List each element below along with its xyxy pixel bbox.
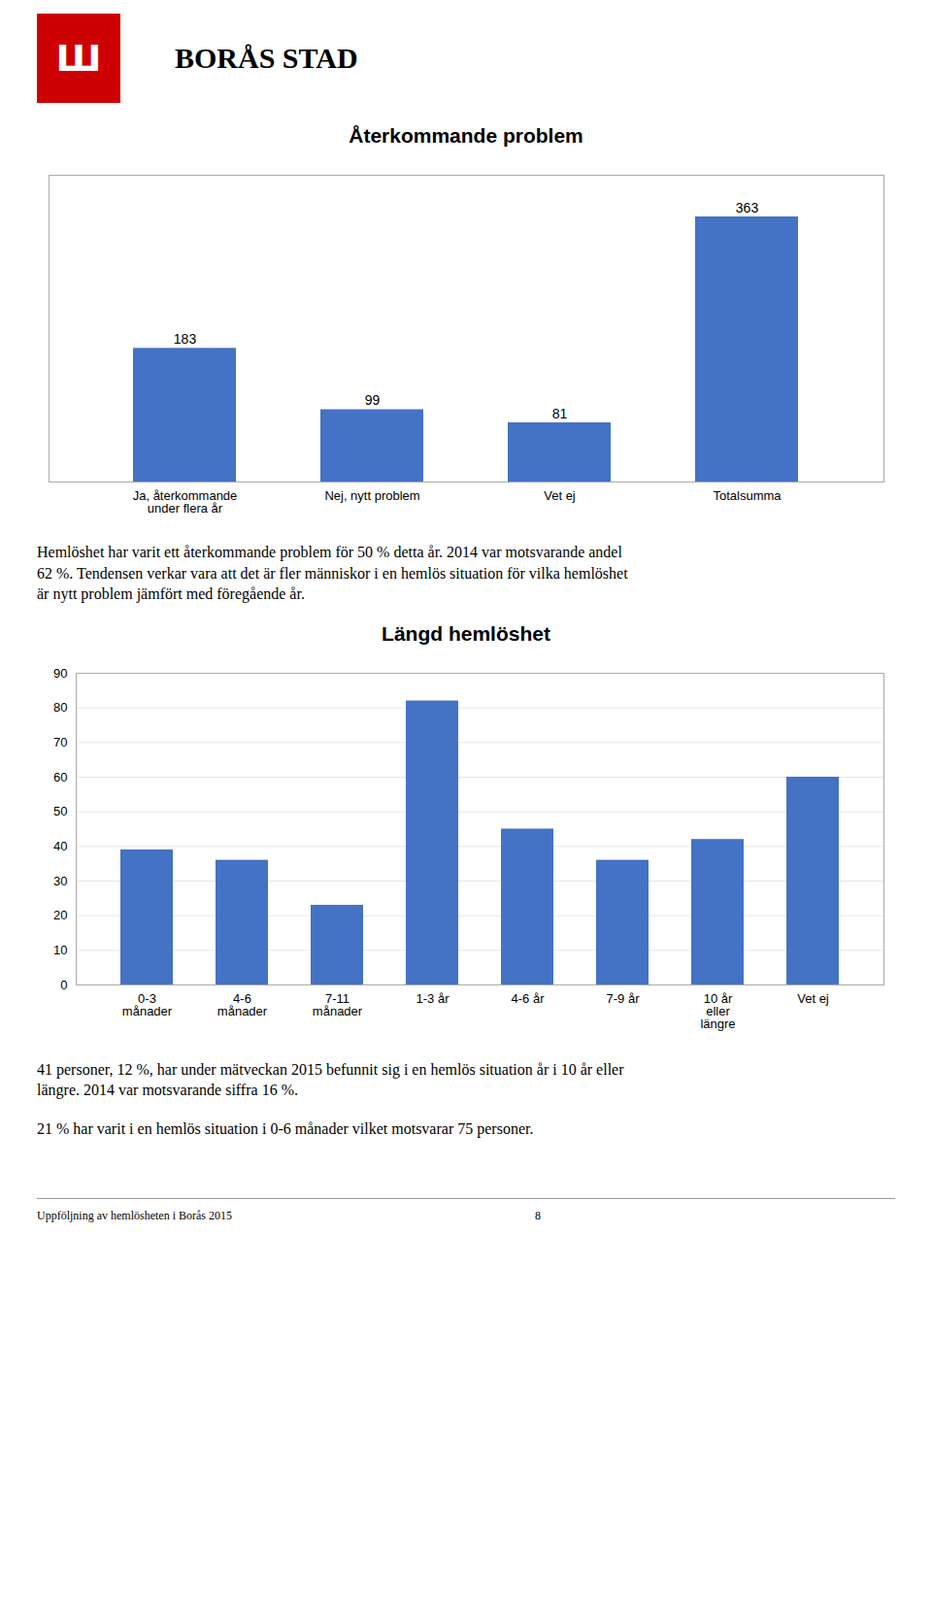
html-text:Ш: Ш [55, 36, 102, 80]
svg-text:4-6månader: 4-6månader [217, 991, 268, 1019]
svg-text:0: 0 [60, 976, 67, 992]
svg-text:Nej, nytt problem: Nej, nytt problem [324, 488, 420, 503]
svg-text:Ja, återkommandeunder flera år: Ja, återkommandeunder flera år [133, 488, 238, 516]
svg-text:4-6 år: 4-6 år [511, 991, 546, 1006]
svg-text:30: 30 [53, 872, 67, 888]
svg-text:10: 10 [53, 942, 67, 958]
svg-text:80: 80 [53, 699, 67, 715]
svg-text:81: 81 [552, 405, 568, 422]
svg-text:20: 20 [53, 907, 67, 923]
svg-text:90: 90 [53, 665, 67, 680]
html-text:41 personer, 12 %, har under m: 41 personer, 12 %, har under mätveckan 2… [36, 1060, 624, 1099]
html-text:Hemlöshet har varit ett återko: Hemlöshet har varit ett återkommande pro… [36, 543, 628, 603]
svg-text:0-3månader: 0-3månader [122, 991, 173, 1019]
svg-text:60: 60 [53, 768, 67, 784]
svg-text:99: 99 [365, 392, 381, 408]
svg-text:Vet ej: Vet ej [543, 488, 576, 503]
svg-text:50: 50 [53, 803, 67, 819]
html-text:BORÅS STAD: BORÅS STAD [174, 41, 358, 74]
html-text:Längd hemlöshet: Längd hemlöshet [381, 622, 551, 645]
html-text:Uppföljning av hemlösheten i B: Uppföljning av hemlösheten i Borås 2015 … [36, 1208, 541, 1222]
svg-text:183: 183 [173, 331, 198, 347]
svg-text:363: 363 [735, 199, 760, 216]
svg-text:40: 40 [53, 838, 67, 854]
svg-text:10 årellerlängre: 10 årellerlängre [699, 991, 735, 1032]
html-text:21 % har varit i en hemlös sit: 21 % har varit i en hemlös situation i 0… [36, 1120, 534, 1137]
svg-text:Vet ej: Vet ej [797, 991, 830, 1006]
svg-text:7-9 år: 7-9 år [606, 991, 641, 1006]
svg-text:7-11månader: 7-11månader [312, 991, 364, 1019]
svg-text:1-3 år: 1-3 år [416, 991, 451, 1006]
html-text:Återkommande problem: Återkommande problem [348, 124, 584, 147]
svg-text:Totalsumma: Totalsumma [712, 488, 782, 503]
svg-text:70: 70 [53, 734, 67, 750]
